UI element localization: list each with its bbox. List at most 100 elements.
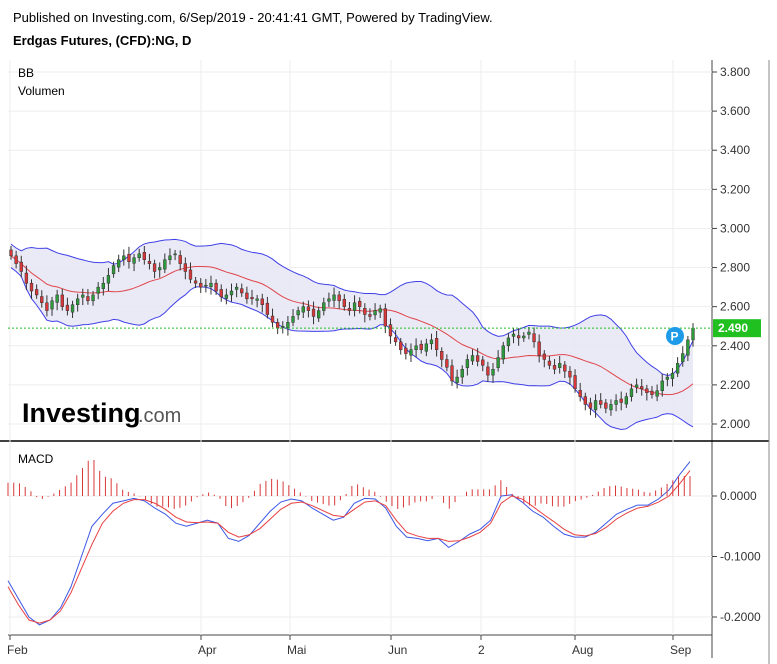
candle-body [183, 263, 188, 272]
candle-body [373, 310, 377, 316]
candle-body [496, 357, 500, 368]
candle-body [158, 267, 162, 271]
p-badge-icon[interactable] [666, 327, 684, 345]
candle-body [460, 368, 464, 378]
candle-body [388, 324, 393, 337]
candle-body [45, 302, 49, 311]
candle-body [645, 388, 649, 393]
candle-body [393, 337, 398, 343]
y-tick-label: 2.200 [720, 378, 750, 392]
candle-body [465, 359, 470, 368]
candle-body [491, 368, 495, 376]
x-tick-label: Jun [388, 643, 407, 657]
candle-body [76, 298, 80, 305]
y-tick-label: 3.400 [720, 143, 750, 157]
investing-logo-main: Investing [22, 398, 141, 428]
candle-body [670, 372, 675, 379]
candle-body [240, 288, 244, 294]
candle-body [260, 298, 264, 305]
candle-body [81, 294, 85, 298]
x-tick-label: Feb [7, 643, 28, 657]
macd-y-tick-label: 0.0000 [720, 489, 757, 503]
candle-body [106, 275, 111, 284]
candle-body [65, 304, 70, 311]
candle-body [193, 280, 198, 284]
y-tick-label: 2.800 [720, 261, 750, 275]
candle-body [19, 261, 23, 272]
candle-body [516, 335, 521, 339]
candle-body [450, 365, 454, 382]
candle-body [245, 292, 249, 300]
candle-body [337, 294, 341, 302]
candle-body [455, 376, 459, 383]
candle-body [34, 289, 39, 296]
candle-body [60, 294, 64, 307]
candle-body [547, 360, 552, 366]
candle-body [434, 338, 439, 350]
candle-body [486, 366, 490, 376]
candle-body [24, 272, 29, 284]
candle-body [168, 255, 172, 260]
x-tick-label: 2 [478, 643, 485, 657]
candle-body [70, 304, 75, 313]
candle-body [445, 359, 449, 368]
candle-body [358, 300, 362, 307]
candle-body [234, 286, 239, 290]
candle-body [624, 396, 628, 405]
macd-lines [7, 461, 691, 626]
candle-body [578, 390, 582, 397]
candle-body [306, 306, 311, 311]
candle-body [440, 351, 444, 360]
candle-body [127, 254, 131, 262]
candle-body [583, 396, 587, 405]
x-axis-ticks: Feb Apr Mai Jun 2 Aug Sep [7, 635, 692, 657]
bb-fill [11, 239, 693, 430]
candle-body [660, 380, 664, 392]
candle-body [619, 398, 623, 403]
y-tick-label: 3.000 [720, 221, 750, 235]
candle-body [214, 282, 218, 292]
candle-body [691, 327, 695, 341]
candle-body [270, 315, 275, 323]
candle-body [250, 297, 254, 300]
p-badge-letter: P [671, 330, 679, 344]
candle-body [363, 307, 367, 315]
candle-body [481, 359, 485, 366]
bb-middle-band [10, 255, 694, 396]
candle-body [681, 353, 685, 363]
candle-body [117, 259, 121, 268]
candle-body [9, 249, 13, 257]
candle-body [609, 404, 613, 411]
y-tick-label: 2.600 [720, 300, 750, 314]
y-tick-label: 2.400 [720, 339, 750, 353]
candle-body [281, 325, 285, 328]
candle-body [173, 253, 177, 256]
candle-body [111, 265, 116, 275]
candle-body [317, 310, 321, 319]
x-tick-label: Sep [670, 643, 692, 657]
candle-body [327, 298, 331, 302]
candle-body [634, 384, 639, 388]
candle-body [132, 257, 136, 264]
candle-body [409, 349, 413, 356]
candle-body [511, 333, 516, 337]
candle-body [14, 255, 18, 264]
candle-body [229, 290, 234, 296]
bb-label: BB [18, 66, 34, 80]
candle-body [404, 347, 408, 354]
candle-body [224, 294, 229, 299]
x-tick-label: Aug [572, 643, 593, 657]
candle-body [475, 355, 480, 362]
candle-body [291, 316, 295, 323]
candle-body [593, 400, 598, 411]
macd-line [7, 461, 691, 626]
candle-body [152, 263, 157, 272]
candle-body [296, 310, 300, 316]
y-axis-ticks: 3.800 3.600 3.400 3.200 3.000 2.800 2.600 2.400… [712, 65, 761, 624]
candle-body [219, 289, 223, 298]
candle-body [501, 345, 505, 360]
candle-body [675, 363, 680, 374]
candle-body [265, 302, 270, 315]
candle-body [147, 261, 152, 264]
